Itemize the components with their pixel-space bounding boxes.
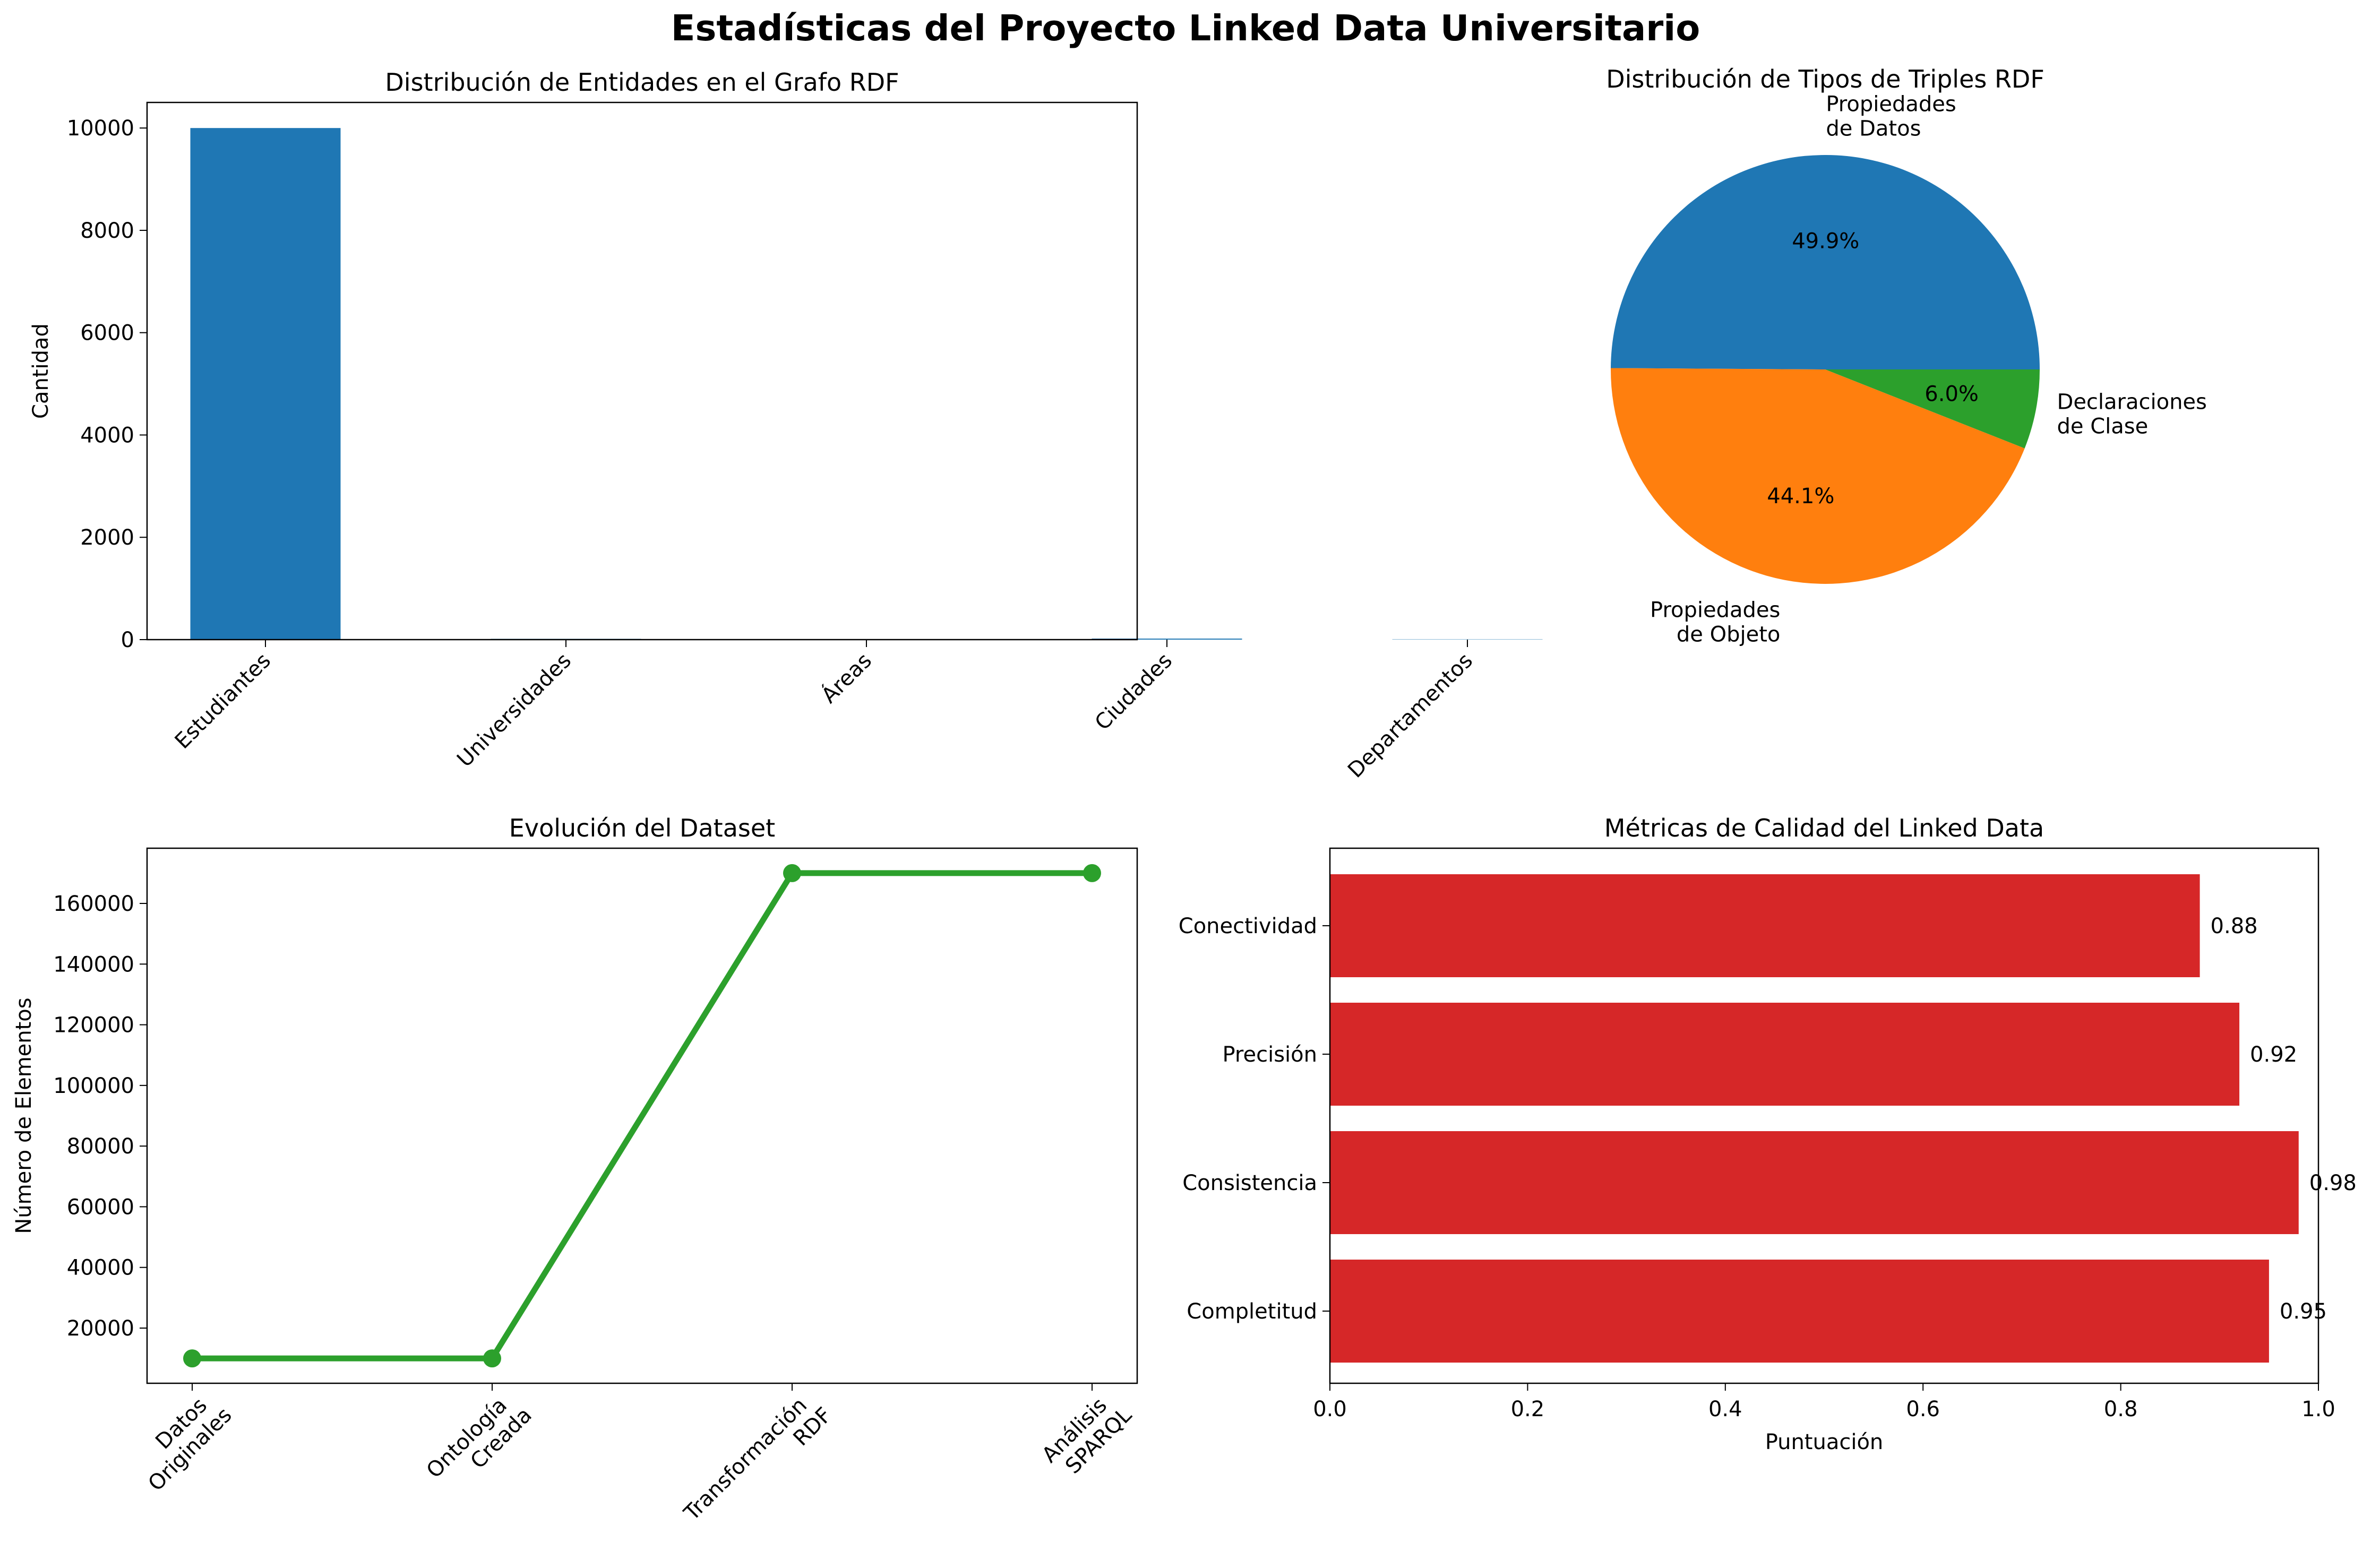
chart2-pct-label-2: 6.0% xyxy=(1925,382,1979,406)
chart1-title: Distribución de Entidades en el Grafo RD… xyxy=(385,68,899,97)
chart2-pct-label-0: 49.9% xyxy=(1792,229,1859,254)
chart4-ytick-label-2: Precisión xyxy=(1223,1043,1317,1067)
chart2-slice-0 xyxy=(1611,154,2040,369)
chart3-point-0 xyxy=(183,1349,201,1368)
chart4-ytick-label-3: Conectividad xyxy=(1179,914,1317,938)
chart2-slice-label-2: Declaraciones de Clase xyxy=(2057,390,2207,438)
chart1-bar-0 xyxy=(190,128,341,640)
chart3-point-3 xyxy=(1083,864,1101,882)
figure-title: Estadísticas del Proyecto Linked Data Un… xyxy=(671,7,1700,49)
chart3-ytick-label-2: 60000 xyxy=(67,1195,134,1219)
chart1-xtick-label-1: Universidades xyxy=(452,649,576,772)
chart3-ytick-label-1: 40000 xyxy=(67,1256,134,1280)
chart3-xtick-label-1: OntologíaCreada xyxy=(422,1385,537,1500)
chart1-ytick-label-0: 0 xyxy=(121,628,134,652)
chart3-ytick-label-7: 160000 xyxy=(53,892,134,916)
chart1-ytick-label-2: 4000 xyxy=(80,423,134,447)
chart4-data-label-2: 0.92 xyxy=(2250,1043,2297,1067)
chart1-ytick-label-1: 2000 xyxy=(80,525,134,550)
chart1-ytick-label-5: 10000 xyxy=(67,116,134,141)
chart4-xtick-label-1: 0.2 xyxy=(1511,1397,1545,1421)
chart4-title: Métricas de Calidad del Linked Data xyxy=(1604,814,2044,842)
chart1-bar-3 xyxy=(1092,639,1242,640)
chart4-bar-0 xyxy=(1330,1260,2269,1363)
chart1-xtick-label-0: Estudiantes xyxy=(170,649,276,754)
chart4-data-label-1: 0.98 xyxy=(2309,1171,2357,1195)
chart1-ytick-label-4: 8000 xyxy=(80,219,134,243)
chart3-frame xyxy=(146,847,1138,1384)
chart4-xtick-label-2: 0.4 xyxy=(1708,1397,1742,1421)
chart4-xlabel: Puntuación xyxy=(1765,1430,1884,1454)
chart3-ytick-label-6: 140000 xyxy=(53,952,134,977)
chart2-slice-2 xyxy=(1825,369,2040,449)
chart3-ytick-label-3: 80000 xyxy=(67,1134,134,1159)
chart3-xtick-label-3: AnálisisSPARQL xyxy=(1037,1385,1137,1485)
chart4-frame xyxy=(1329,847,2320,1384)
chart4-bar-1 xyxy=(1330,1131,2299,1234)
chart4-xtick-label-3: 0.6 xyxy=(1906,1397,1940,1421)
chart4-data-label-0: 0.95 xyxy=(2280,1299,2327,1324)
chart4-xtick-label-4: 0.8 xyxy=(2104,1397,2138,1421)
chart1-ytick-label-3: 6000 xyxy=(80,321,134,346)
chart2-slice-label-1: Propiedades de Objeto xyxy=(1650,598,1780,647)
chart1-xtick-label-2: Áreas xyxy=(816,648,877,708)
chart1-frame xyxy=(146,101,1138,641)
chart3-ytick-label-0: 20000 xyxy=(67,1316,134,1341)
chart4-bar-2 xyxy=(1330,1003,2240,1106)
chart3-ytick-label-5: 120000 xyxy=(53,1013,134,1038)
chart3-series-line xyxy=(192,870,1092,1362)
chart1-xtick-label-4: Departamentos xyxy=(1343,649,1477,783)
chart4-data-label-3: 0.88 xyxy=(2211,914,2258,938)
chart2-title: Distribución de Tipos de Triples RDF xyxy=(1606,65,2044,93)
chart2-slice-1 xyxy=(1611,368,2025,584)
chart1-xtick-label-3: Ciudades xyxy=(1090,649,1177,735)
chart2-slice-label-0: Propiedades de Datos xyxy=(1826,92,1956,141)
chart3-xtick-label-2: TransformaciónRDF xyxy=(679,1385,837,1543)
chart4-xtick-label-5: 1.0 xyxy=(2301,1397,2335,1421)
chart4-bar-3 xyxy=(1330,874,2200,977)
chart1-ylabel: Cantidad xyxy=(29,323,53,419)
chart2-pct-label-1: 44.1% xyxy=(1767,484,1834,509)
chart3-title: Evolución del Dataset xyxy=(509,814,775,842)
chart4-xtick-label-0: 0.0 xyxy=(1313,1397,1347,1421)
chart3-point-1 xyxy=(483,1349,501,1368)
chart3-xtick-label-0: DatosOriginales xyxy=(126,1385,237,1496)
chart3-point-2 xyxy=(783,864,801,882)
chart3-ylabel: Número de Elementos xyxy=(12,997,36,1234)
chart4-ytick-label-0: Completitud xyxy=(1187,1299,1317,1324)
chart4-ytick-label-1: Consistencia xyxy=(1182,1171,1317,1195)
chart3-ytick-label-4: 100000 xyxy=(53,1074,134,1098)
